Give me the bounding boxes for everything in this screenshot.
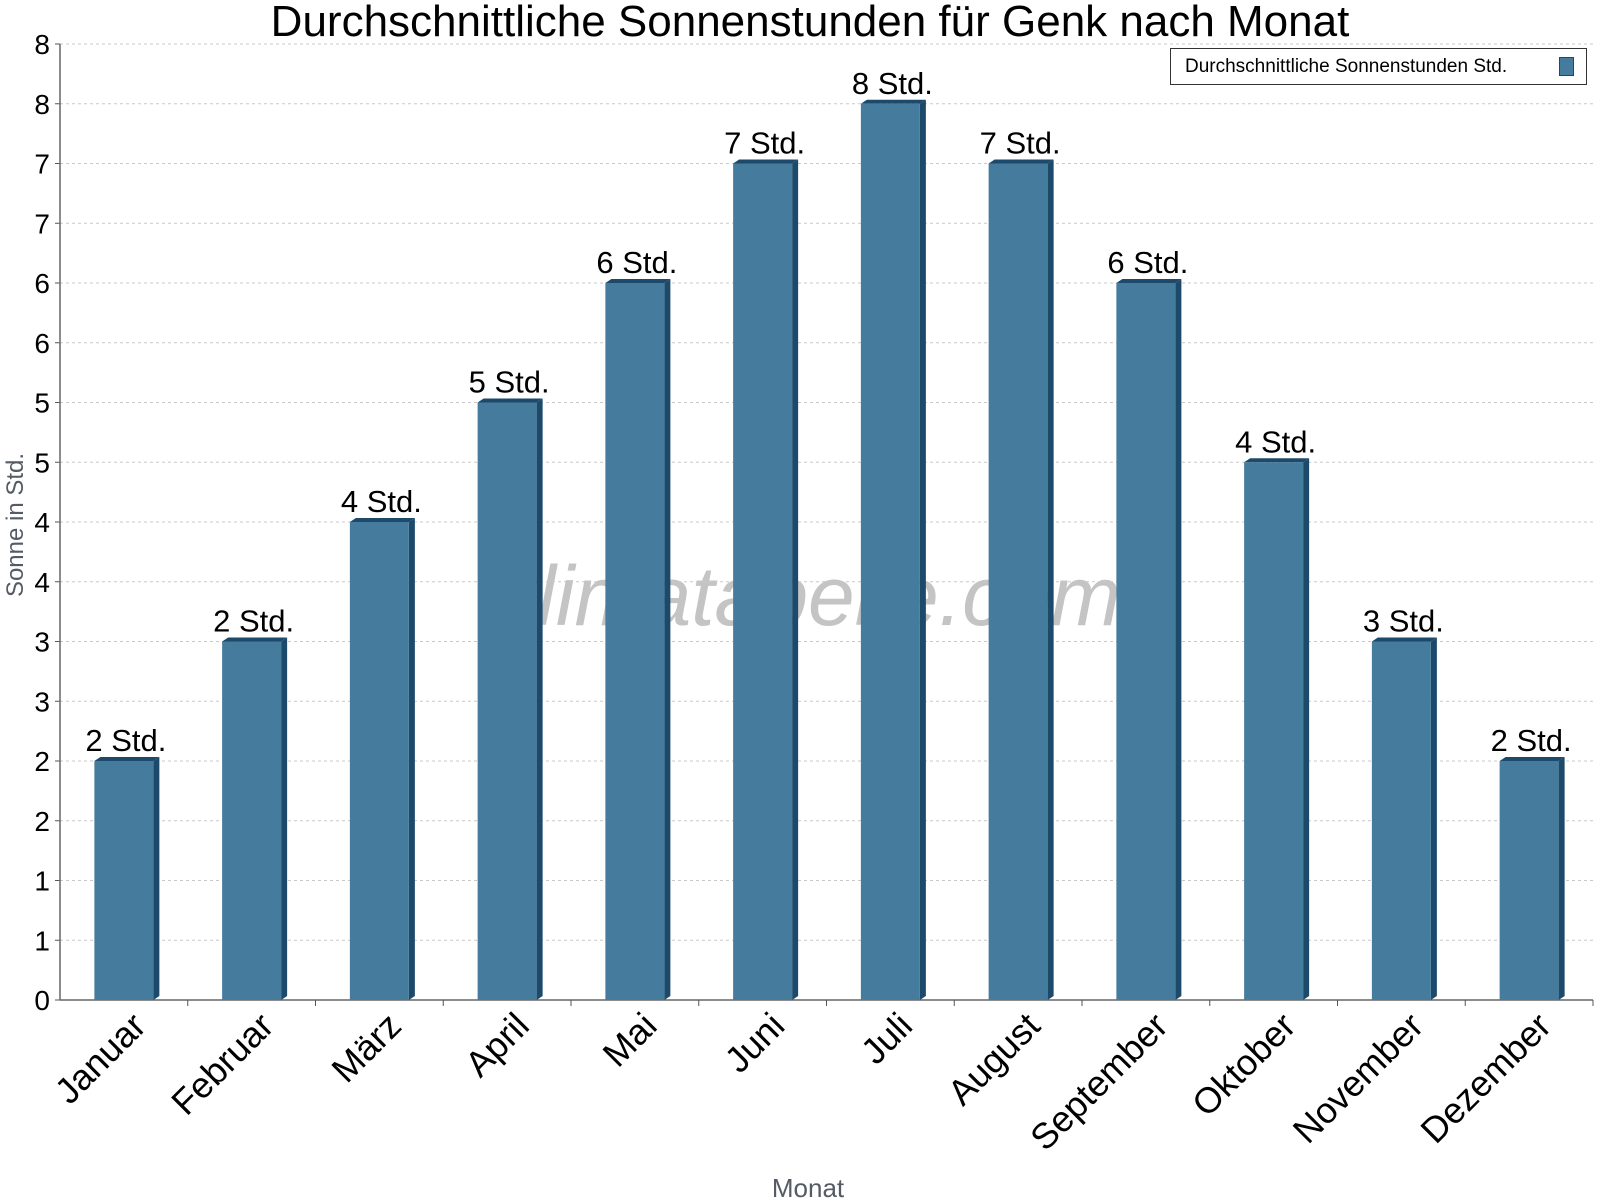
bar-side xyxy=(1303,458,1310,1000)
bar xyxy=(1116,283,1176,1000)
bar-side xyxy=(792,159,799,1000)
bar-side xyxy=(1558,757,1565,1000)
bar-side xyxy=(919,99,926,1000)
bar-top xyxy=(94,757,160,761)
data-label: 3 Std. xyxy=(1363,604,1444,639)
bar-top xyxy=(349,518,415,522)
x-tick-label: August xyxy=(940,1005,1048,1113)
bar-top xyxy=(988,159,1054,164)
bar-side xyxy=(664,279,671,1000)
x-tick-label: Februar xyxy=(163,1005,281,1123)
bar xyxy=(94,761,154,1000)
y-tick-label: 5 xyxy=(34,388,50,419)
bar xyxy=(1371,641,1431,1000)
y-tick-label: 7 xyxy=(34,149,50,180)
y-tick-label: 6 xyxy=(34,268,50,299)
y-tick-label: 3 xyxy=(34,686,50,717)
bar-top xyxy=(1499,757,1565,761)
chart-title: Durchschnittliche Sonnenstunden für Genk… xyxy=(270,0,1350,46)
data-label: 8 Std. xyxy=(852,66,933,101)
bar xyxy=(349,522,409,1000)
bar-side xyxy=(1047,159,1054,1000)
y-tick-label: 2 xyxy=(34,746,50,777)
bar-side xyxy=(408,518,415,1000)
legend-swatch xyxy=(1559,57,1574,76)
y-tick-label: 7 xyxy=(34,208,50,239)
y-tick-label: 1 xyxy=(34,925,50,956)
y-tick-label: 4 xyxy=(34,567,50,598)
x-tick-label: Dezember xyxy=(1412,1005,1558,1151)
bar-side xyxy=(536,398,543,1000)
bar-top xyxy=(1116,279,1182,283)
y-tick-label: 8 xyxy=(34,29,50,60)
bar-top xyxy=(605,279,671,283)
x-tick-label: Oktober xyxy=(1184,1005,1304,1125)
data-label: 4 Std. xyxy=(341,484,422,519)
bar xyxy=(1244,462,1304,1000)
bar-top xyxy=(1371,637,1437,642)
bar xyxy=(988,163,1048,1000)
y-tick-label: 3 xyxy=(34,627,50,658)
x-tick-label: März xyxy=(323,1005,409,1091)
y-tick-label: 0 xyxy=(34,985,50,1016)
data-label: 6 Std. xyxy=(596,245,677,280)
y-tick-label: 6 xyxy=(34,328,50,359)
x-tick-label: Mai xyxy=(595,1005,665,1075)
y-tick-label: 4 xyxy=(34,507,50,538)
bar xyxy=(1499,761,1559,1000)
data-label: 7 Std. xyxy=(980,126,1061,161)
bar-side xyxy=(281,637,288,1000)
x-tick-label: November xyxy=(1285,1005,1431,1151)
x-tick-label: Juni xyxy=(717,1005,793,1081)
data-label: 4 Std. xyxy=(1235,424,1316,459)
data-label: 5 Std. xyxy=(469,365,550,400)
bar-top xyxy=(477,398,543,403)
bar xyxy=(860,103,920,1000)
data-label: 2 Std. xyxy=(1491,723,1572,758)
legend-label: Durchschnittliche Sonnenstunden Std. xyxy=(1185,56,1508,77)
data-label: 6 Std. xyxy=(1107,245,1188,280)
y-tick-label: 8 xyxy=(34,89,50,120)
y-tick-label: 1 xyxy=(34,866,50,897)
data-label: 2 Std. xyxy=(213,604,294,639)
x-tick-label: September xyxy=(1022,1005,1176,1159)
bar-side xyxy=(153,757,160,1000)
x-tick-label: Januar xyxy=(47,1005,154,1112)
bar-top xyxy=(860,99,926,104)
data-label: 7 Std. xyxy=(724,126,805,161)
x-axis-title: Monat xyxy=(771,1173,845,1203)
bar-top xyxy=(733,159,799,164)
bar xyxy=(477,402,537,1000)
y-axis-title: Sonne in Std. xyxy=(2,452,29,598)
bar-top xyxy=(1244,458,1310,463)
x-tick-label: Juli xyxy=(853,1005,920,1072)
x-tick-label: April xyxy=(457,1005,537,1085)
bar xyxy=(733,163,793,1000)
legend: Durchschnittliche Sonnenstunden Std. xyxy=(1170,48,1587,85)
y-tick-label: 5 xyxy=(34,447,50,478)
bar xyxy=(605,283,665,1000)
bar-side xyxy=(1430,637,1437,1000)
bar xyxy=(222,641,282,1000)
data-label: 2 Std. xyxy=(85,723,166,758)
y-tick-label: 2 xyxy=(34,806,50,837)
bar-top xyxy=(222,637,288,642)
bar-side xyxy=(1175,279,1182,1000)
